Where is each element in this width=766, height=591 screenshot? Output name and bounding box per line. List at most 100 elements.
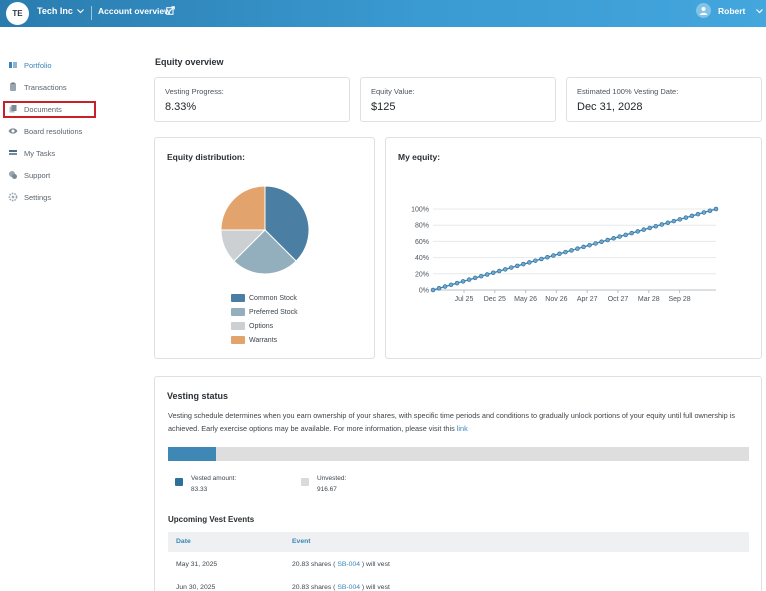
- equity-point: [496, 268, 502, 274]
- equity-point: [545, 255, 550, 260]
- sidebar-item-label: Transactions: [24, 82, 67, 92]
- sidebar-item-portfolio[interactable]: Portfolio: [8, 58, 52, 72]
- sidebar-item-transactions[interactable]: Transactions: [8, 80, 67, 94]
- equity-point: [605, 237, 610, 243]
- stat-value: $125: [371, 101, 396, 113]
- unvested-legend: Unvested: 916.67: [301, 473, 346, 495]
- equity-point: [611, 236, 616, 241]
- table-header: Date Event: [168, 532, 749, 552]
- equity-point: [653, 223, 659, 229]
- sidebar: Portfolio Transactions Documents Board r…: [0, 27, 140, 591]
- account-overview-link[interactable]: Account overview: [98, 6, 171, 16]
- documents-icon: [8, 104, 18, 114]
- more-info-link[interactable]: link: [456, 424, 468, 433]
- equity-point: [707, 208, 713, 213]
- equity-point: [647, 225, 653, 231]
- y-tick-label: 60%: [415, 239, 429, 246]
- equity-point: [539, 256, 544, 262]
- org-avatar[interactable]: TE: [6, 2, 29, 25]
- legend-item: Warrants: [231, 336, 277, 344]
- panel-title: Vesting status: [167, 391, 229, 401]
- user-icon: [699, 7, 708, 15]
- event-shares: 20.83 shares (: [292, 561, 336, 568]
- panel-title: Equity distribution:: [167, 152, 245, 162]
- equity-point: [436, 286, 442, 291]
- sidebar-item-settings[interactable]: Settings: [8, 190, 51, 204]
- support-icon: [8, 170, 18, 180]
- stat-label: Equity Value:: [371, 87, 415, 96]
- sidebar-item-label: My Tasks: [24, 148, 56, 158]
- event-date: Jun 30, 2025: [176, 584, 216, 591]
- org-name[interactable]: Tech Inc: [37, 6, 73, 16]
- equity-point: [442, 284, 448, 289]
- vesting-status-card: Vesting status Vesting schedule determin…: [154, 376, 762, 591]
- equity-point: [515, 263, 520, 269]
- equity-point: [581, 244, 586, 250]
- sidebar-item-support[interactable]: Support: [8, 168, 50, 182]
- equity-value-card: Equity Value: $125: [360, 77, 556, 122]
- event-date: May 31, 2025: [176, 561, 218, 568]
- pie-chart: [220, 185, 310, 275]
- equity-point: [599, 239, 604, 244]
- panel-title: My equity:: [398, 152, 441, 162]
- user-name[interactable]: Robert: [718, 6, 746, 16]
- sidebar-item-label: Board resolutions: [24, 126, 83, 136]
- gear-icon: [8, 192, 18, 202]
- x-tick-label: Sep 28: [669, 296, 691, 303]
- legend-label: Preferred Stock: [249, 308, 298, 316]
- equity-point: [629, 230, 634, 236]
- vesting-progress-fill: [168, 447, 217, 461]
- sidebar-item-my-tasks[interactable]: My Tasks: [8, 146, 55, 160]
- sidebar-item-documents[interactable]: Documents: [8, 102, 62, 116]
- legend-swatch: [231, 322, 245, 330]
- chevron-down-icon[interactable]: [755, 5, 764, 17]
- unvested-value: 916.67: [317, 486, 337, 493]
- equity-point: [527, 260, 532, 265]
- equity-point: [689, 213, 695, 219]
- equity-point: [665, 220, 671, 226]
- equity-point: [509, 265, 514, 270]
- y-tick-label: 0%: [419, 288, 429, 295]
- sidebar-item-label: Settings: [24, 192, 52, 202]
- event-suffix: ) will vest: [361, 584, 390, 591]
- equity-point: [557, 251, 562, 257]
- equity-point: [563, 249, 568, 255]
- description-text: Vesting schedule determines when you ear…: [168, 411, 736, 433]
- stat-label: Estimated 100% Vesting Date:: [577, 87, 679, 96]
- stat-label: Vesting Progress:: [165, 87, 224, 96]
- equity-point: [683, 215, 689, 220]
- event-description: 20.83 shares ( SB-004 ) will vest: [292, 561, 390, 568]
- equity-point: [448, 282, 454, 288]
- vested-label: Vested amount:: [191, 475, 237, 482]
- legend-label: Warrants: [249, 336, 278, 344]
- y-tick-label: 40%: [415, 255, 429, 262]
- chevron-down-icon[interactable]: [76, 5, 85, 17]
- equity-point: [569, 248, 574, 253]
- legend-label: Options: [249, 322, 274, 330]
- external-link-icon[interactable]: [166, 6, 175, 15]
- column-header-event[interactable]: Event: [292, 538, 311, 545]
- x-tick-label: Mar 28: [638, 296, 660, 303]
- x-tick-label: Oct 27: [608, 296, 629, 303]
- page-title: Equity overview: [155, 57, 224, 67]
- equity-point: [575, 246, 580, 251]
- equity-point: [454, 280, 460, 286]
- unvested-label: Unvested:: [317, 475, 347, 482]
- equity-point: [641, 227, 646, 232]
- equity-point: [713, 206, 719, 212]
- equity-point: [472, 275, 478, 281]
- grant-link[interactable]: SB-004: [337, 584, 361, 591]
- x-tick-label: May 26: [514, 296, 537, 303]
- grant-link[interactable]: SB-004: [337, 561, 361, 568]
- equity-point: [490, 270, 496, 276]
- user-avatar[interactable]: [696, 3, 711, 18]
- sidebar-item-board-resolutions[interactable]: Board resolutions: [8, 124, 82, 138]
- vested-value: 83.33: [191, 486, 208, 493]
- vesting-progress-card: Vesting Progress: 8.33%: [154, 77, 350, 122]
- column-header-date[interactable]: Date: [176, 538, 191, 545]
- equity-point: [478, 273, 484, 279]
- legend-swatch: [301, 478, 309, 486]
- events-title: Upcoming Vest Events: [168, 515, 255, 524]
- pie-slice-preferred-stock: [233, 229, 297, 275]
- equity-point: [430, 287, 436, 293]
